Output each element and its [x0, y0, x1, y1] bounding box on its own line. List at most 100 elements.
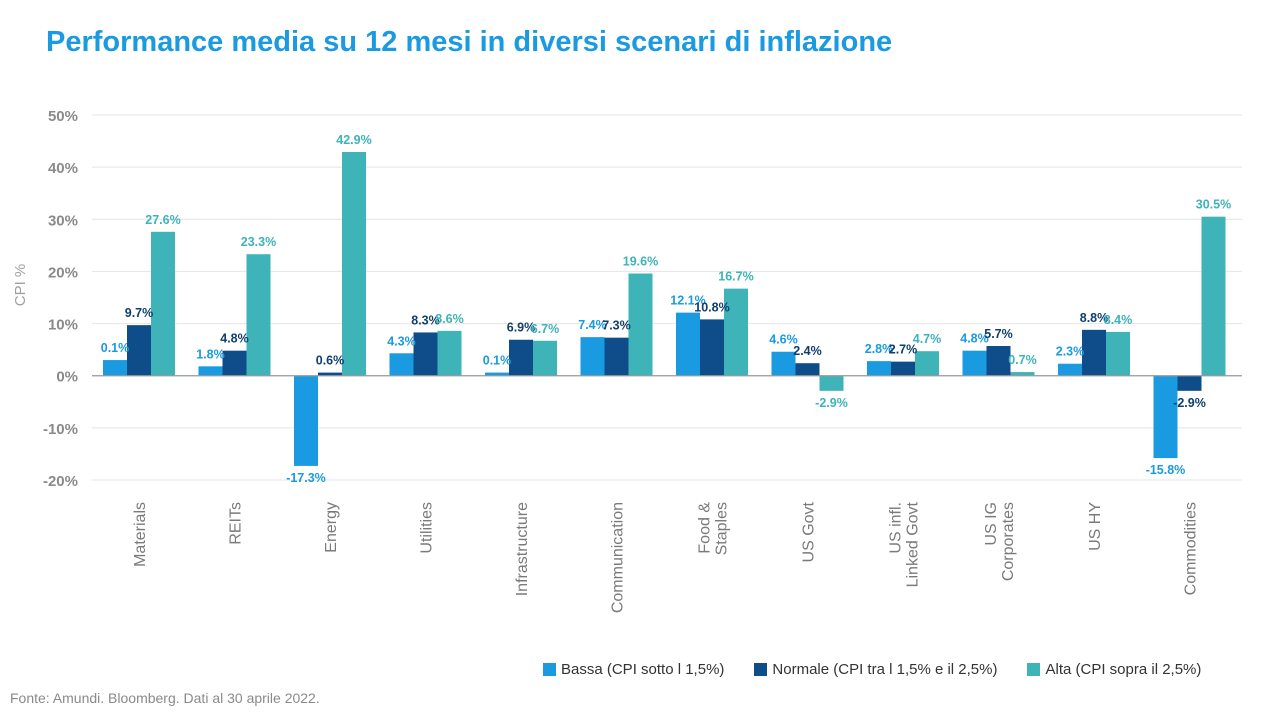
data-label: 8.3%	[411, 313, 440, 327]
legend: Bassa (CPI sotto l 1,5%) Normale (CPI tr…	[543, 659, 1201, 679]
x-tick-label: US IGCorporates	[983, 502, 1017, 581]
x-tick-label: US infl.Linked Govt	[888, 501, 922, 587]
x-tick-label: Energy	[323, 502, 340, 553]
x-tick-label: REITs	[228, 502, 245, 545]
data-label: 8.4%	[1104, 313, 1133, 327]
data-label: 6.7%	[531, 322, 560, 336]
svg-text:Utilities: Utilities	[419, 502, 436, 554]
data-label: 5.7%	[984, 327, 1013, 341]
bar-bassa	[389, 353, 414, 376]
legend-item-normale: Normale (CPI tra l 1,5% e il 2,5%)	[754, 661, 997, 678]
data-label: 0.1%	[483, 354, 512, 368]
x-tick-label: Materials	[132, 502, 149, 567]
bar-bassa	[1058, 363, 1082, 376]
svg-text:Commodities: Commodities	[1183, 502, 1200, 595]
y-tick-label: 20%	[48, 264, 78, 281]
legend-swatch-normale	[754, 662, 768, 676]
x-tick-label: Utilities	[419, 502, 436, 554]
x-tick-label: US Govt	[801, 501, 818, 562]
x-tick-label: Food &Staples	[697, 502, 731, 556]
data-label: 0.7%	[1008, 353, 1037, 367]
bar-bassa	[294, 375, 318, 466]
bar-normale	[509, 339, 533, 376]
bar-normale	[318, 372, 342, 376]
bar-normale	[795, 363, 820, 376]
bar-alta	[342, 152, 366, 376]
data-label: 42.9%	[336, 133, 371, 147]
page-title: Performance media su 12 mesi in diversi …	[46, 26, 893, 58]
data-label: 4.3%	[387, 334, 416, 348]
bar-bassa	[103, 360, 127, 376]
bar-alta	[1201, 216, 1226, 376]
bar-bassa	[962, 350, 987, 376]
svg-text:US IGCorporates: US IGCorporates	[983, 502, 1017, 581]
data-label: -15.8%	[1146, 463, 1186, 477]
svg-text:Energy: Energy	[323, 502, 340, 553]
x-tick-label: Commodities	[1183, 502, 1200, 595]
legend-item-alta: Alta (CPI sopra il 2,5%)	[1027, 661, 1201, 678]
y-tick-label: -10%	[43, 421, 78, 438]
data-label: 19.6%	[623, 255, 658, 269]
svg-text:US infl.Linked Govt: US infl.Linked Govt	[888, 501, 922, 587]
data-label: 30.5%	[1196, 198, 1231, 212]
bar-normale	[222, 350, 247, 376]
legend-swatch-alta	[1027, 662, 1041, 676]
bar-normale	[700, 319, 724, 376]
data-label: 4.8%	[960, 332, 989, 346]
svg-text:REITs: REITs	[228, 502, 245, 545]
y-tick-label: 50%	[48, 108, 78, 125]
y-tick-label: -20%	[43, 473, 78, 490]
y-tick-label: 0%	[56, 369, 78, 386]
bar-bassa	[771, 351, 796, 376]
data-label: 4.7%	[913, 332, 942, 346]
data-label: 8.6%	[435, 312, 464, 326]
bar-bassa	[580, 337, 605, 376]
data-labels: 0.1%9.7%27.6%1.8%4.8%23.3%-17.3%0.6%42.9…	[101, 133, 1231, 485]
y-axis-title: CPI %	[12, 264, 29, 307]
svg-text:US HY: US HY	[1087, 502, 1104, 551]
bar-bassa	[198, 366, 223, 376]
bar-normale	[1082, 329, 1106, 376]
bar-alta	[1010, 372, 1035, 376]
data-label: 9.7%	[125, 306, 154, 320]
data-label: 12.1%	[670, 294, 705, 308]
data-label: 1.8%	[196, 347, 225, 361]
svg-text:Food &Staples: Food &Staples	[697, 502, 731, 556]
data-label: -2.9%	[815, 396, 848, 410]
y-tick-label: 40%	[48, 160, 78, 177]
data-label: 2.7%	[889, 343, 918, 357]
bar-alta	[628, 273, 653, 376]
data-label: 23.3%	[241, 235, 276, 249]
data-label: 16.7%	[718, 270, 753, 284]
bar-bassa	[676, 312, 700, 376]
data-label: 0.1%	[101, 341, 130, 355]
data-label: -2.9%	[1173, 396, 1206, 410]
bar-alta	[533, 340, 557, 376]
bar-bassa	[867, 361, 891, 376]
x-tick-label: Infrastructure	[514, 502, 531, 596]
data-label: 8.8%	[1080, 311, 1109, 325]
bar-alta	[437, 330, 462, 376]
legend-item-bassa: Bassa (CPI sotto l 1,5%)	[543, 661, 724, 678]
bar-alta	[915, 351, 939, 376]
data-label: 4.8%	[220, 332, 249, 346]
bar-alta	[819, 375, 844, 391]
data-label: 0.6%	[316, 354, 345, 368]
bar-normale	[891, 361, 915, 376]
legend-label-alta: Alta (CPI sopra il 2,5%)	[1045, 660, 1202, 678]
data-label: 2.3%	[1056, 345, 1085, 359]
data-label: 10.8%	[694, 300, 729, 314]
bar-normale	[604, 337, 629, 376]
bar-normale	[413, 332, 438, 376]
legend-label-normale: Normale (CPI tra l 1,5% e il 2,5%)	[772, 660, 998, 678]
svg-text:Communication: Communication	[610, 502, 627, 613]
data-label: 6.9%	[507, 321, 536, 335]
data-label: 7.3%	[602, 319, 631, 333]
bar-normale	[1177, 375, 1202, 391]
data-label: 7.4%	[578, 318, 607, 332]
bar-bassa	[1153, 375, 1178, 459]
data-label: 2.8%	[865, 342, 894, 356]
data-label: -17.3%	[286, 471, 326, 485]
y-tick-label: 10%	[48, 317, 78, 334]
